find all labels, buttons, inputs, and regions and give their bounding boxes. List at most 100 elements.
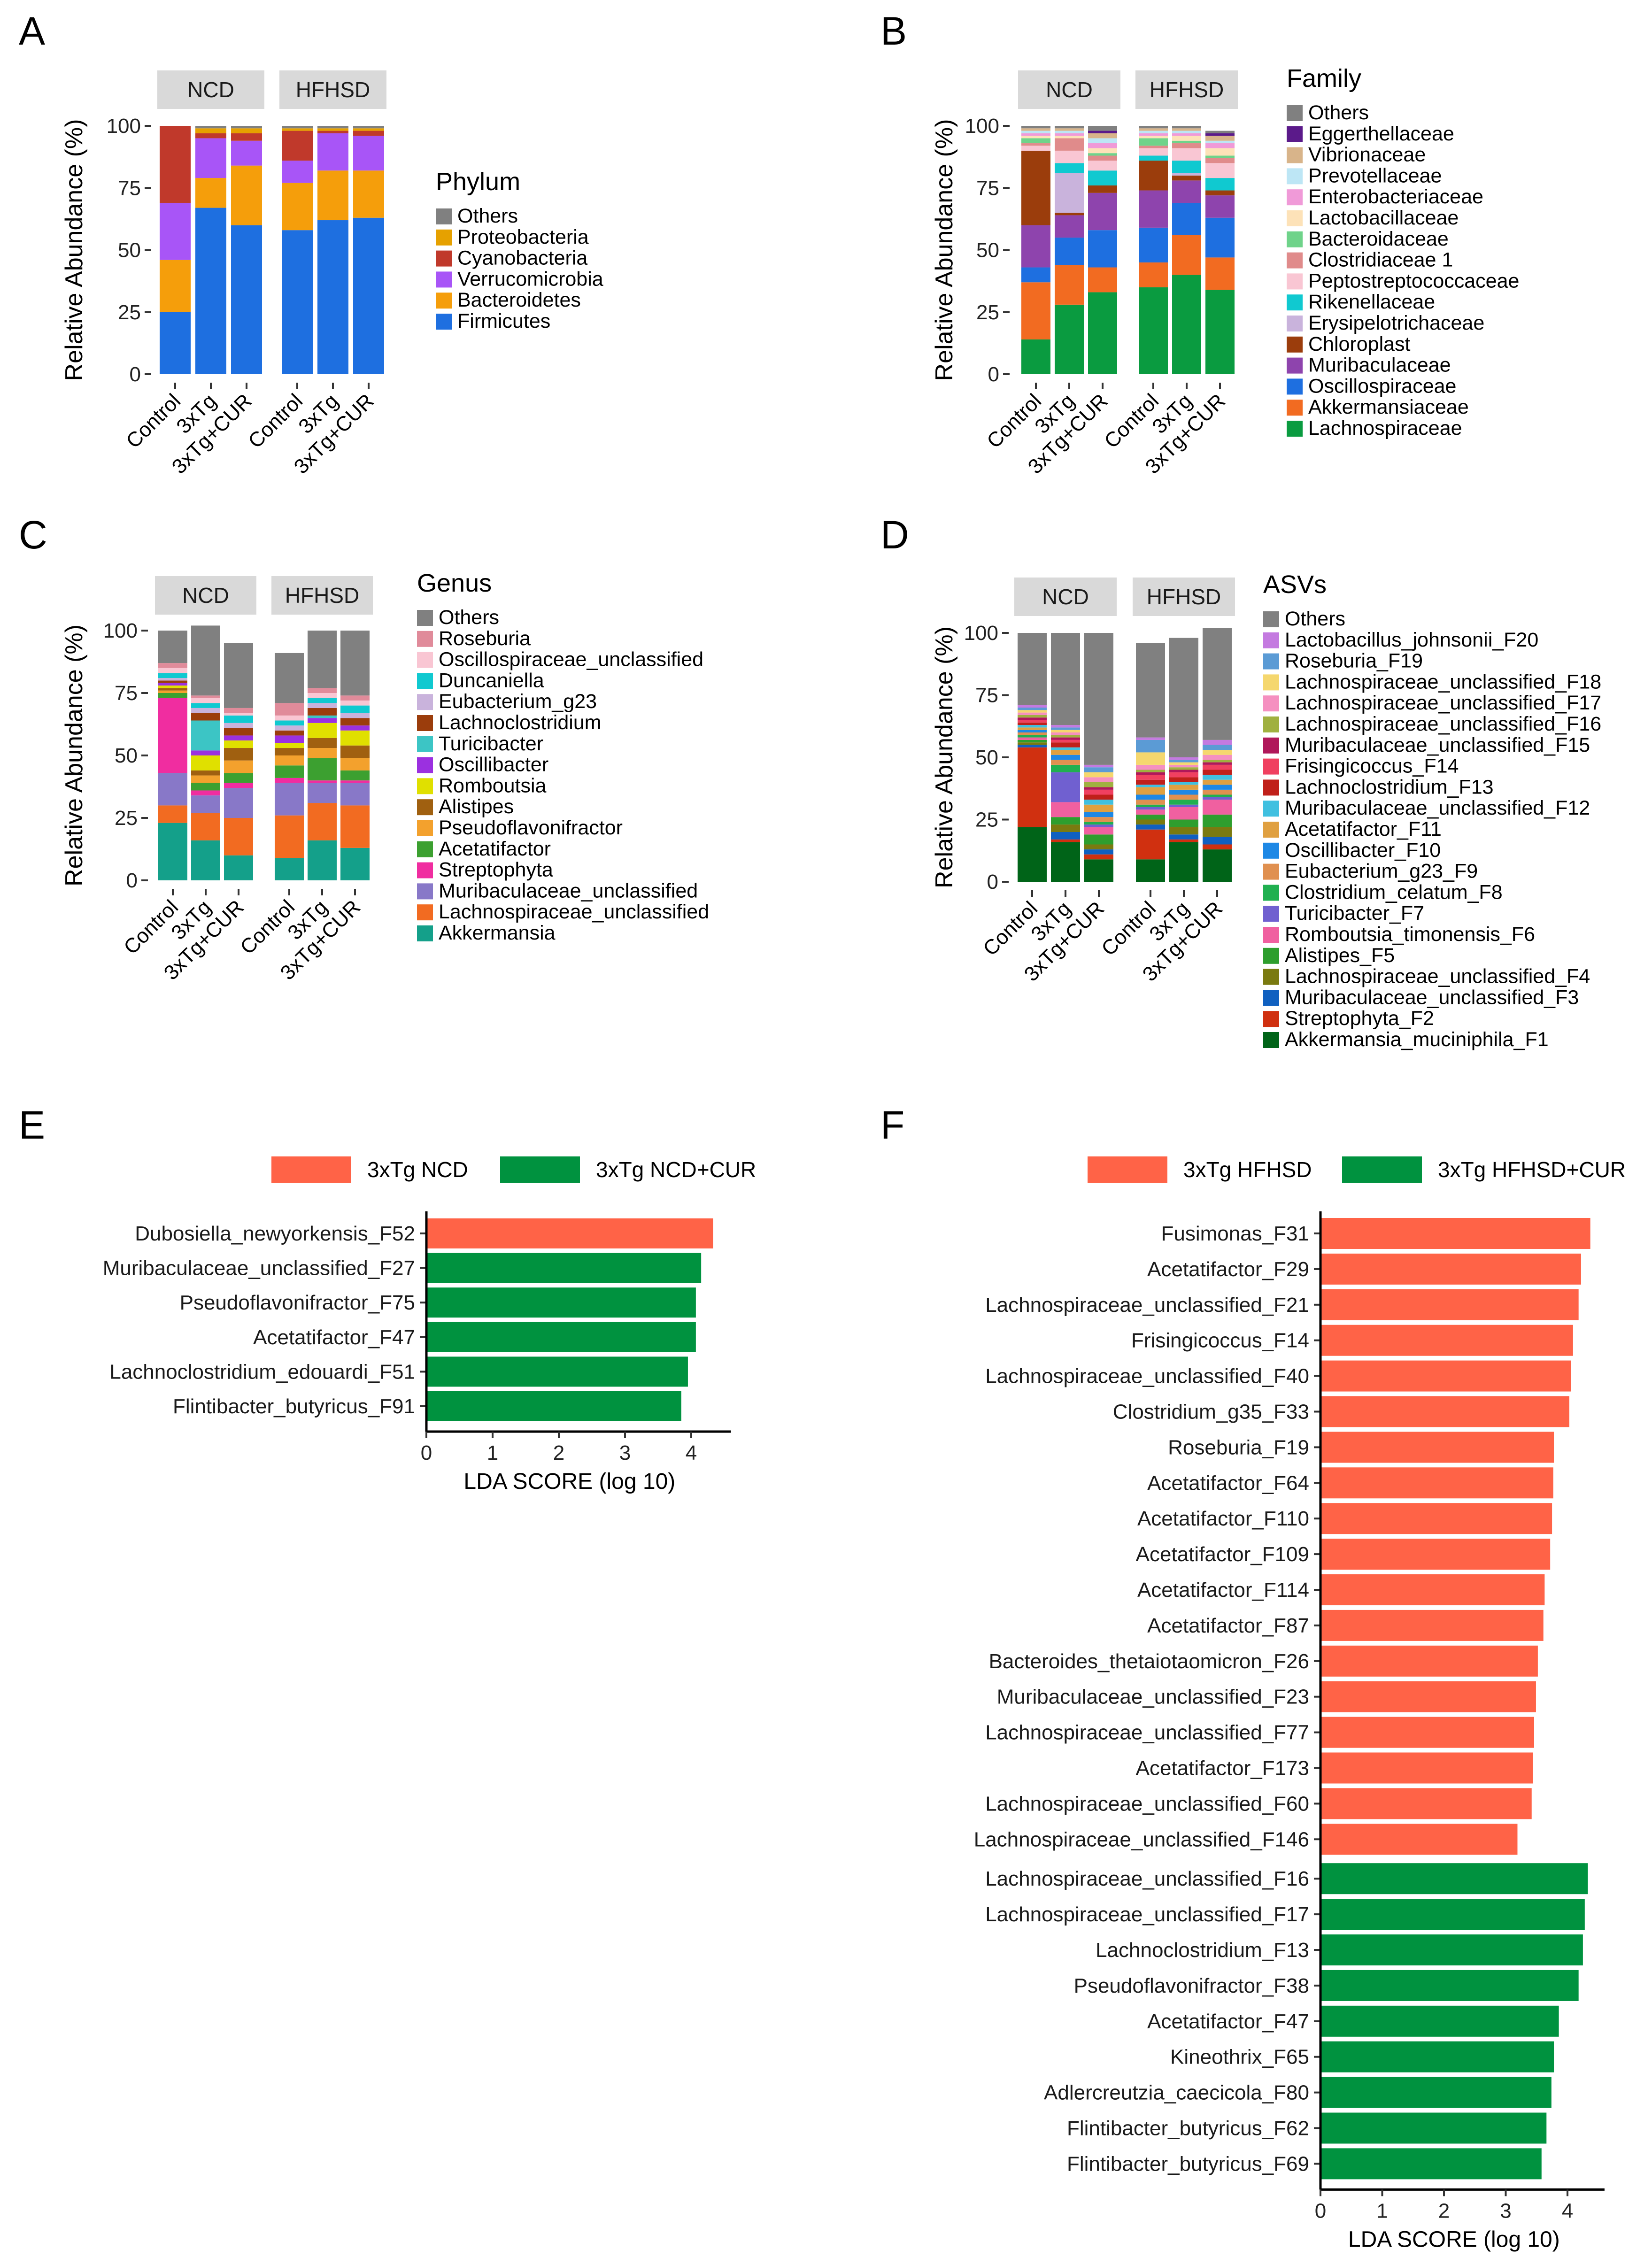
legend-label: Lachnospiraceae_unclassified_F18 xyxy=(1285,670,1601,693)
legend-swatch xyxy=(1263,842,1279,859)
category-label: Acetatifactor_F64 xyxy=(1147,1471,1309,1494)
bar-segment-muribaculaceae-unclassified-f3 xyxy=(1203,837,1232,845)
bar-segment-lachnospiraceae-unclassified-f16 xyxy=(1169,767,1198,770)
facet-strip-label: NCD xyxy=(1042,585,1089,609)
x-axis-title: LDA SCORE (log 10) xyxy=(463,1469,675,1494)
bar-segment-acetatifactor xyxy=(224,773,253,783)
bar-segment-lachnospiraceae-unclassified-f16 xyxy=(1051,735,1080,738)
legend-swatch xyxy=(1287,400,1303,416)
lda-bar-lachnospiraceae-unclassified-f16 xyxy=(1321,1863,1588,1895)
legend-label: Oscillibacter_F10 xyxy=(1285,839,1441,862)
bar-segment-roseburia xyxy=(224,708,253,713)
legend-swatch xyxy=(417,736,433,752)
panel-letter: B xyxy=(880,9,907,53)
category-label: Kineothrix_F65 xyxy=(1170,2046,1309,2069)
bar-segment-lachnospiraceae-unclassified-f17 xyxy=(1084,777,1113,782)
lda-bar-dubosiella-newyorkensis-f52 xyxy=(427,1218,713,1248)
bar-segment-proteobacteria xyxy=(195,128,226,133)
legend-label: Muribaculaceae xyxy=(1308,354,1451,377)
bar-segment-alistipes-f5 xyxy=(1203,814,1232,827)
bar-segment-vibrionaceae xyxy=(1088,133,1117,139)
y-tick-label: 100 xyxy=(107,115,141,138)
bar-segment-acetatifactor-f11 xyxy=(1136,787,1165,795)
legend-swatch xyxy=(1263,863,1279,880)
bar-segment-prevotellaceae xyxy=(1172,131,1201,133)
bar-segment-akkermansia xyxy=(275,858,304,880)
bar-segment-proteobacteria xyxy=(353,128,384,131)
legend-label: Firmicutes xyxy=(457,310,550,332)
y-axis-title: Relative Abundance (%) xyxy=(61,624,88,886)
category-label: Lachnospiraceae_unclassified_F21 xyxy=(985,1294,1309,1317)
bar-segment-eubacterium-g23-f9 xyxy=(1136,800,1165,805)
bar-segment-bacteroidetes xyxy=(282,183,313,231)
legend-label: 3xTg HFHSD+CUR xyxy=(1438,1157,1626,1182)
bar-segment-chloroplast xyxy=(1055,213,1084,216)
bar-segment-others xyxy=(1203,628,1232,740)
bar-segment-lactobacillaceae xyxy=(1055,136,1084,139)
bar-segment-cyanobacteria xyxy=(353,131,384,136)
bar-segment-roseburia-f19 xyxy=(1203,745,1232,750)
bar-segment-alistipes xyxy=(340,745,370,758)
bar-segment-muribaculaceae-unclassified-f12 xyxy=(1051,747,1080,750)
bar-segment-lactobacillaceae xyxy=(1172,136,1201,141)
legend-label: Others xyxy=(1308,101,1369,124)
bar-segment-oscillospiraceae-unclassified xyxy=(224,713,253,716)
bar-segment-oscillospiraceae-unclassified xyxy=(308,693,337,698)
bar-segment-lachnospiraceae-unclassified-f18 xyxy=(1018,710,1047,713)
y-tick-label: 75 xyxy=(975,684,998,707)
panel-letter: C xyxy=(19,513,47,557)
legend-swatch xyxy=(436,293,452,309)
bar-segment-lachnospiraceae xyxy=(1055,304,1084,374)
bar-segment-muribaculaceae-unclassified-f12 xyxy=(1169,782,1198,785)
bar-segment-cyanobacteria xyxy=(317,131,348,133)
bar-segment-akkermansia-muciniphila-f1 xyxy=(1203,849,1232,882)
bar-segment-romboutsia-timonensis-f6 xyxy=(1051,802,1080,817)
panel-letter: E xyxy=(19,1103,45,1147)
bar-segment-oscillibacter-f10 xyxy=(1084,812,1113,817)
bar-segment-cyanobacteria xyxy=(231,133,262,141)
bar-segment-streptophyta-f2 xyxy=(1051,839,1080,842)
legend-label: 3xTg NCD+CUR xyxy=(596,1157,756,1182)
bar-segment-akkermansiaceae xyxy=(1021,282,1050,339)
legend-swatch xyxy=(1263,674,1279,691)
bar-segment-acetatifactor xyxy=(275,765,304,778)
bar-segment-alistipes xyxy=(158,688,187,691)
bar-segment-lachnospiraceae-unclassified-f4 xyxy=(1018,742,1047,745)
y-tick-label: 100 xyxy=(964,622,998,645)
bar-segment-streptophyta xyxy=(224,783,253,788)
bar-segment-muribaculaceae xyxy=(1055,215,1084,238)
legend-swatch xyxy=(1263,632,1279,648)
bar-segment-firmicutes xyxy=(317,220,348,374)
bar-segment-turicibacter-f7 xyxy=(1169,804,1198,807)
bar-segment-eubacterium-g23-f9 xyxy=(1084,817,1113,822)
bar-segment-others xyxy=(1136,643,1165,738)
bar-segment-romboutsia xyxy=(224,740,253,748)
y-tick-label: 100 xyxy=(103,619,138,642)
category-label: Lachnoclostridium_F13 xyxy=(1096,1939,1309,1962)
y-tick-label: 0 xyxy=(130,363,141,386)
legend-swatch xyxy=(417,757,433,773)
bar-segment-duncaniella xyxy=(191,703,220,708)
bar-segment-enterobacteriaceae xyxy=(1088,143,1117,148)
bar-segment-bacteroidetes xyxy=(353,170,384,218)
bar-segment-lachnospiraceae xyxy=(1021,339,1050,374)
bar-segment-muribaculaceae-unclassified-f12 xyxy=(1203,775,1232,780)
bar-segment-enterobacteriaceae xyxy=(1055,133,1084,136)
legend-label: Acetatifactor xyxy=(439,838,551,860)
bar-segment-alistipes-f5 xyxy=(1169,819,1198,827)
legend-label: Streptophyta xyxy=(439,859,553,881)
legend-label: Lachnoclostridium xyxy=(439,711,602,734)
bar-segment-roseburia-f19 xyxy=(1051,727,1080,730)
bar-segment-streptophyta-f2 xyxy=(1018,747,1047,827)
bar-segment-bacteroidetes xyxy=(160,260,191,312)
panel-f: F 3xTg HFHSD 3xTg HFHSD+CUR Fusimonas_F31 Ac… xyxy=(880,1103,1626,2252)
panel-letter: F xyxy=(880,1103,904,1147)
legend-swatch xyxy=(1263,779,1279,796)
bar-segment-oscillospiraceae-unclassified xyxy=(158,668,187,673)
legend-label: Rikenellaceae xyxy=(1308,291,1435,313)
legend-label: Others xyxy=(439,606,499,629)
lda-bar-lachnospiraceae-unclassified-f40 xyxy=(1321,1360,1571,1392)
bar-segment-proteobacteria xyxy=(317,128,348,131)
bar-segment-eubacterium-g23-f9 xyxy=(1051,760,1080,765)
